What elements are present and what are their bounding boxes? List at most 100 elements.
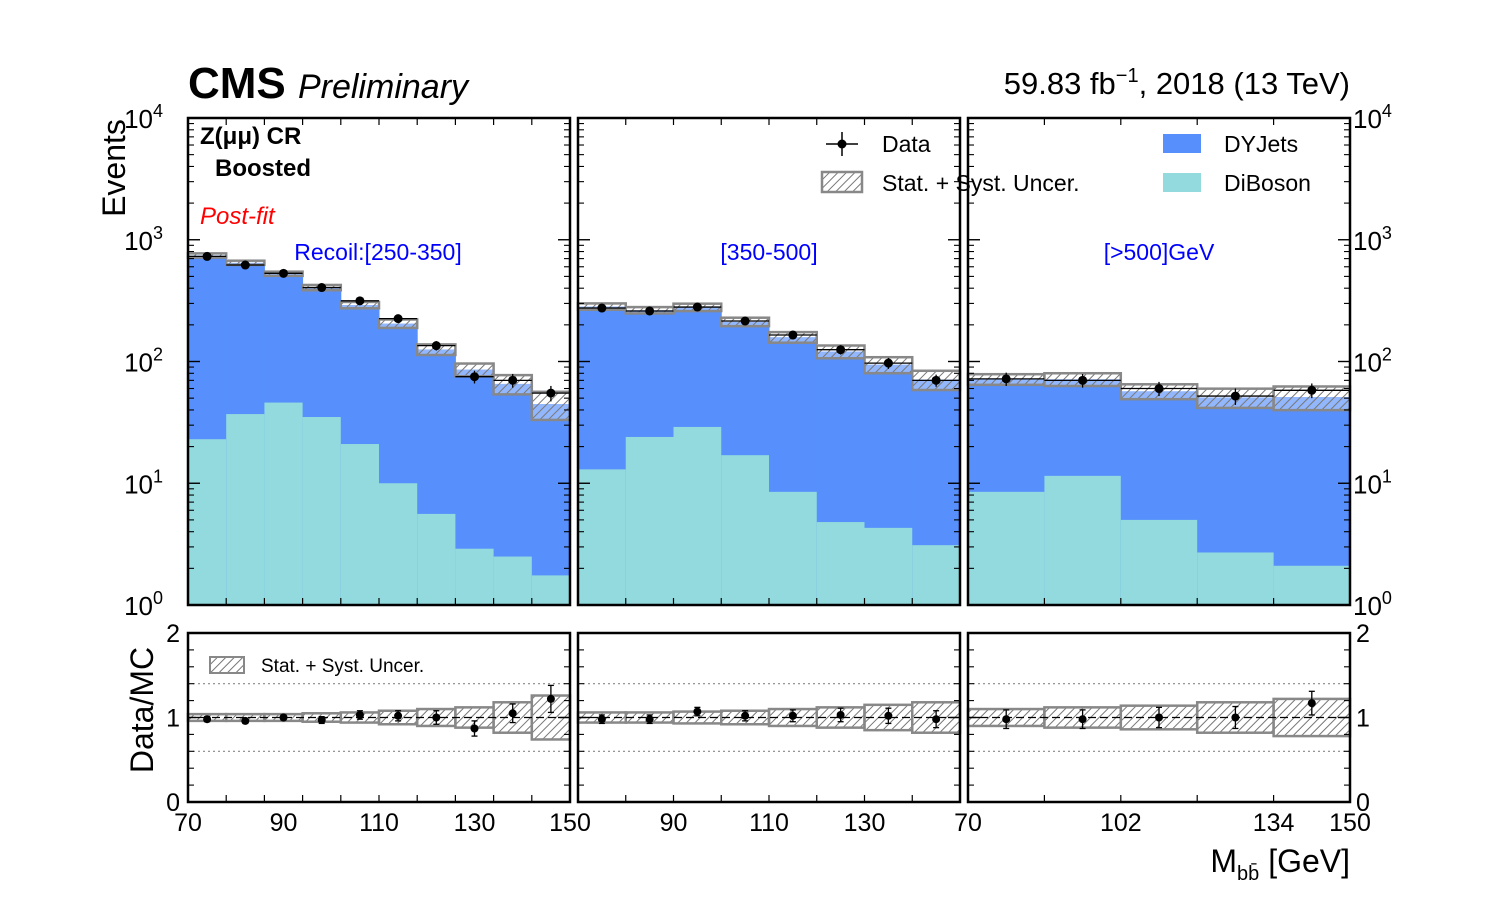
cms-label: CMS <box>188 59 286 108</box>
ratio-point-p3-b1 <box>1002 715 1011 724</box>
x-tick-label-p3-2: 102 <box>1100 809 1142 837</box>
diboson-bar-p1-b1 <box>188 439 227 605</box>
diboson-bar-p3-b4 <box>1197 552 1275 605</box>
ratio-point-p2-b2 <box>645 715 654 724</box>
diboson-bar-p3-b1 <box>968 491 1045 605</box>
diboson-bar-p3-b3 <box>1120 519 1198 605</box>
ratio-legend-swatch <box>209 656 245 674</box>
ratio-point-p2-b5 <box>788 711 797 720</box>
ratio-point-p1-b2 <box>241 716 250 725</box>
x-tick-label-p3-3: 134 <box>1253 809 1295 837</box>
lumi-value: 59.83 fb <box>1004 66 1116 101</box>
y-tick-label-r-3: 103 <box>1353 223 1392 256</box>
x-tick-label-p2-2: 110 <box>749 809 789 837</box>
ratio-point-p1-b10 <box>546 694 555 703</box>
y-tick-exponent-l-1: 1 <box>153 466 163 486</box>
y-tick-label-r-1: 101 <box>1353 466 1392 499</box>
diboson-bar-p1-b7 <box>417 513 456 605</box>
x-tick-label-p3-4: 150 <box>1329 809 1371 837</box>
ratio-point-p1-b1 <box>203 715 212 724</box>
data-point-p2-b2 <box>645 306 655 316</box>
ratio-y-tick-label-r-1: 1 <box>1356 705 1370 733</box>
data-point-p2-b3 <box>692 302 702 312</box>
ratio-point-p1-b6 <box>394 711 403 720</box>
diboson-bar-p2-b1 <box>578 469 627 605</box>
ratio-y-tick-label-l-1: 1 <box>166 705 180 733</box>
diboson-bar-p3-b2 <box>1044 475 1122 605</box>
legend-unc-label: Stat. + Syst. Uncer. <box>882 170 1080 196</box>
legend-diboson-label: DiBoson <box>1224 170 1311 196</box>
ratio-point-p1-b4 <box>317 716 326 725</box>
ratio-point-p2-b4 <box>741 711 750 720</box>
x-tick-label-p1-5: 150 <box>549 809 591 837</box>
lumi-exponent: −1 <box>1116 65 1139 87</box>
ratio-y-tick-label-r-0: 0 <box>1356 789 1370 817</box>
data-point-p2-b4 <box>740 316 750 326</box>
ratio-point-p2-b8 <box>932 715 941 724</box>
data-point-p3-b3 <box>1154 384 1164 394</box>
y-tick-label-l-3: 103 <box>124 223 163 256</box>
legend-dy-label: DYJets <box>1224 131 1298 157</box>
x-tick-label-p2-1: 90 <box>660 809 688 837</box>
data-point-p2-b8 <box>931 375 941 385</box>
legend: Data Stat. + Syst. Uncer. DYJets DiBoson <box>820 131 1311 196</box>
x-axis-title: Mbb̄ [GeV] <box>1210 843 1350 885</box>
y-tick-label-l-0: 100 <box>124 588 163 621</box>
diboson-bar-p2-b2 <box>625 436 674 605</box>
diboson-bar-p1-b6 <box>379 483 418 605</box>
y-tick-exponent-r-3: 3 <box>1382 223 1392 243</box>
ratio-point-p2-b7 <box>884 711 893 720</box>
x-tick-label-p1-4: 130 <box>454 809 496 837</box>
ratio-y-tick-label-r-2: 2 <box>1356 620 1370 648</box>
data-point-p2-b6 <box>836 345 846 355</box>
region-label: Z(μμ) CR <box>200 123 301 150</box>
data-point-p3-b2 <box>1078 375 1088 385</box>
y-tick-label-l-1: 101 <box>124 466 163 499</box>
data-point-p1-b10 <box>546 388 556 398</box>
ratio-point-p1-b5 <box>355 710 364 719</box>
diboson-bar-p2-b8 <box>912 545 961 605</box>
y-axis-title-main: Events <box>96 119 132 217</box>
diboson-bar-p1-b3 <box>264 402 304 605</box>
legend-dy-swatch <box>1163 134 1201 153</box>
legend-diboson-swatch <box>1163 173 1201 192</box>
data-point-p1-b9 <box>508 375 518 385</box>
ratio-y-tick-label-l-2: 2 <box>166 620 180 648</box>
diboson-bar-p2-b4 <box>721 455 770 605</box>
y-tick-exponent-r-2: 2 <box>1382 345 1392 365</box>
data-point-p3-b1 <box>1001 374 1011 384</box>
lumi-rest: , 2018 (13 TeV) <box>1139 66 1350 101</box>
diboson-bar-p1-b5 <box>340 444 380 605</box>
data-point-p3-b5 <box>1307 385 1317 395</box>
data-point-p1-b1 <box>202 251 212 261</box>
ratio-point-p2-b1 <box>597 715 606 724</box>
legend-data-label: Data <box>882 131 931 157</box>
ratio-point-p2-b3 <box>693 707 702 716</box>
x-axis-title-sub: bb̄ <box>1237 862 1259 885</box>
data-point-p1-b6 <box>393 314 403 324</box>
x-tick-label-p2-3: 130 <box>844 809 886 837</box>
ratio-point-p1-b8 <box>470 724 479 733</box>
panel-label-1: Recoil:[250-350] <box>294 239 462 265</box>
x-tick-label-p1-3: 110 <box>359 809 399 837</box>
x-tick-label-p3-1: 70 <box>954 809 982 837</box>
diboson-bar-p1-b9 <box>493 556 533 605</box>
ratio-point-p2-b6 <box>836 710 845 719</box>
data-point-p2-b1 <box>597 303 607 313</box>
y-tick-exponent-l-3: 3 <box>153 223 163 243</box>
x-tick-label-p1-1: 70 <box>174 809 202 837</box>
y-tick-exponent-l-2: 2 <box>153 345 163 365</box>
diboson-bar-p1-b10 <box>531 575 571 605</box>
data-point-p1-b3 <box>279 268 288 278</box>
y-tick-label-r-2: 102 <box>1353 345 1392 378</box>
diboson-bar-p1-b2 <box>226 414 265 605</box>
data-point-p1-b4 <box>317 283 327 293</box>
ratio-y-tick-label-l-0: 0 <box>166 789 180 817</box>
y-tick-exponent-r-1: 1 <box>1382 466 1392 486</box>
ratio-point-p3-b3 <box>1155 713 1163 722</box>
data-point-p1-b7 <box>431 341 441 351</box>
postfit-label: Post-fit <box>200 203 276 230</box>
lumi-label: 59.83 fb−1, 2018 (13 TeV) <box>1004 65 1350 101</box>
diboson-bar-p2-b3 <box>673 426 722 605</box>
